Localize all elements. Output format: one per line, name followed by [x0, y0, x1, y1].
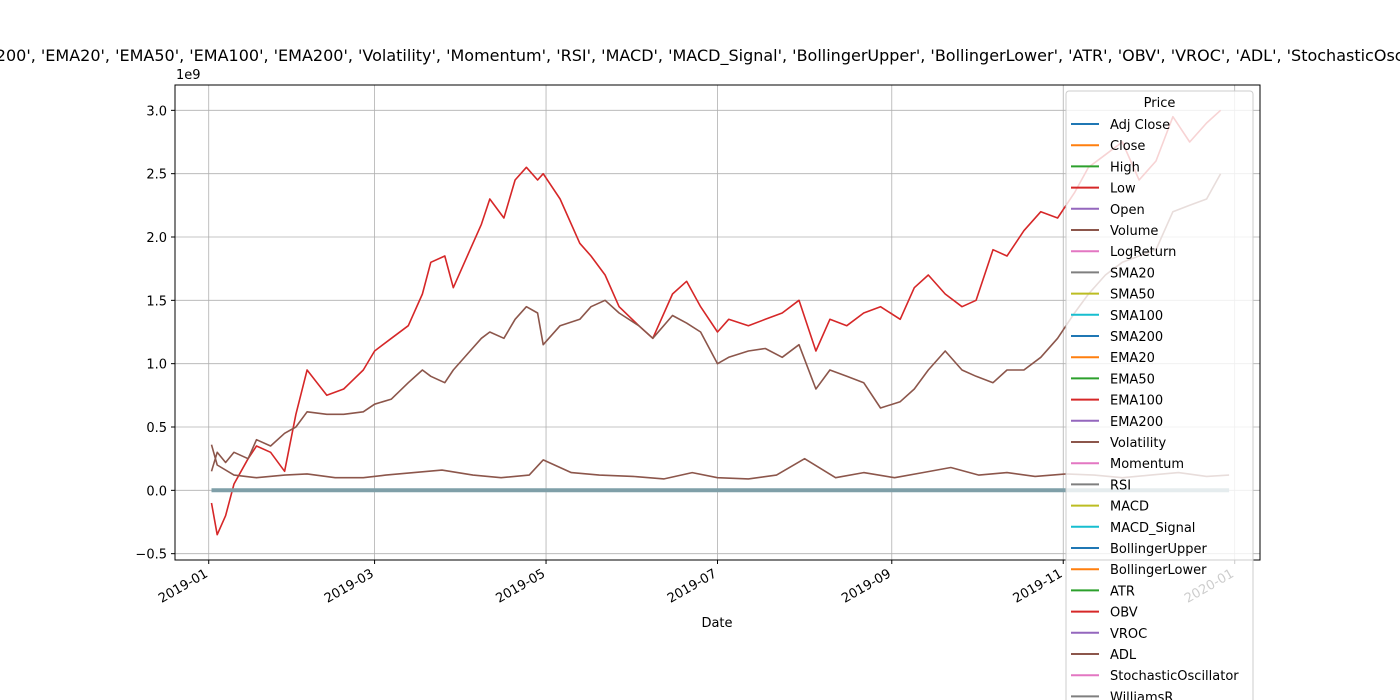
y-tick-label: 0.5 [146, 421, 167, 436]
y-tick-label: 3.0 [146, 104, 167, 119]
legend-entry: Open [1110, 203, 1145, 218]
legend-entry: Volatility [1110, 436, 1166, 451]
legend-entry: BollingerLower [1110, 563, 1207, 578]
legend-entry: Close [1110, 139, 1145, 154]
y-tick-label: 2.0 [146, 231, 167, 246]
legend-entry: High [1110, 160, 1140, 175]
legend-entry: SMA100 [1110, 309, 1163, 324]
series-line-adl [210, 173, 1222, 472]
series-line-volume [210, 444, 1230, 480]
legend-box [1065, 90, 1254, 700]
legend-entry: StochasticOscillator [1110, 669, 1239, 684]
y-offset-label: 1e9 [176, 68, 201, 83]
y-tick-label: 2.5 [146, 168, 167, 183]
x-axis-label: Date [701, 616, 732, 631]
legend-entry: EMA50 [1110, 372, 1155, 387]
legend-entry: MACD [1110, 500, 1149, 515]
legend-entry: WilliamsR [1110, 690, 1173, 700]
legend-entry: Low [1110, 182, 1136, 197]
y-axis: −0.5 0.0 0.5 1.0 1.5 2.0 2.5 3.0 [135, 104, 175, 563]
y-tick-label: 1.5 [146, 294, 167, 309]
legend-entry: LogReturn [1110, 245, 1176, 260]
legend-title: Price [1144, 96, 1176, 111]
legend-entry: SMA50 [1110, 288, 1155, 303]
legend-entry: EMA200 [1110, 415, 1163, 430]
legend-entry: SMA200 [1110, 330, 1163, 345]
legend-entry: OBV [1110, 606, 1138, 621]
legend-entry: MACD_Signal [1110, 521, 1195, 536]
legend-entry: RSI [1110, 478, 1131, 493]
legend-entry: ADL [1110, 648, 1137, 663]
legend-entry: SMA20 [1110, 266, 1155, 281]
series-line-obv [210, 109, 1222, 536]
legend-entry: BollingerUpper [1110, 542, 1208, 557]
series-layer [210, 109, 1230, 536]
legend-entry: Volume [1110, 224, 1158, 239]
y-tick-label: 0.0 [146, 484, 167, 499]
y-tick-label: −0.5 [135, 548, 167, 563]
legend-entry: Adj Close [1110, 118, 1170, 133]
legend-entry: VROC [1110, 627, 1147, 642]
legend: Price Adj Close Close High Low Open Volume LogR… [1065, 90, 1254, 700]
legend-entry: EMA20 [1110, 351, 1155, 366]
legend-entry: Momentum [1110, 457, 1184, 472]
legend-entry: ATR [1110, 584, 1135, 599]
legend-entry: EMA100 [1110, 394, 1163, 409]
chart-title: Index(['Adj Close', 'Close', 'High', 'Lo… [0, 46, 1400, 66]
y-tick-label: 1.0 [146, 358, 167, 373]
